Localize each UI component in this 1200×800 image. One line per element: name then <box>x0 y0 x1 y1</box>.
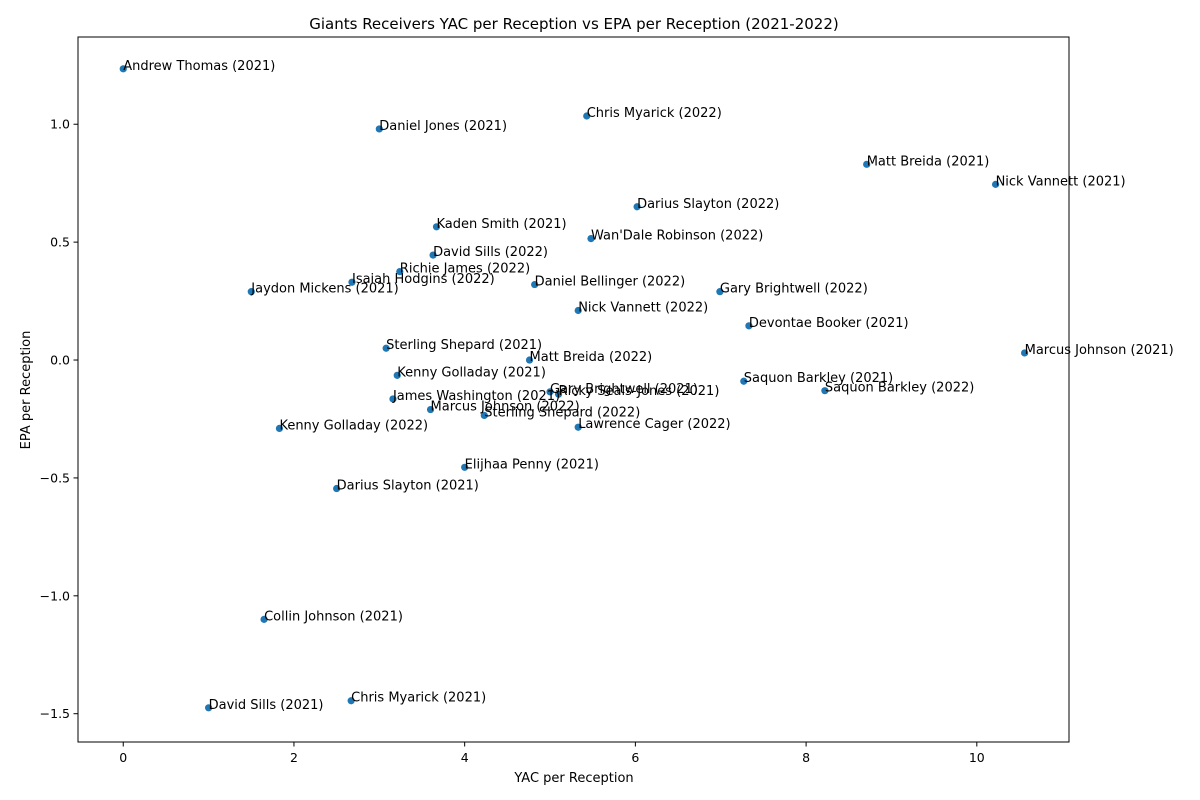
data-point <box>574 306 582 315</box>
data-point-label: Saquon Barkley (2021) <box>744 371 893 386</box>
data-point-label: Daniel Jones (2021) <box>379 119 507 134</box>
data-point <box>574 423 582 431</box>
data-point <box>583 112 591 120</box>
data-point-label: Gary Brightwell (2021) <box>550 382 698 397</box>
data-point-label: Richie James (2022) <box>400 262 530 277</box>
data-point-label: Saquon Barkley (2022) <box>825 381 974 396</box>
data-point-label: David Sills (2021) <box>209 698 324 713</box>
data-point <box>119 65 127 73</box>
data-point-label: Marcus Johnson (2022) <box>431 400 580 415</box>
data-point-label: Andrew Thomas (2021) <box>123 59 275 74</box>
data-points <box>119 65 1029 712</box>
x-tick-label: 2 <box>290 750 298 765</box>
data-point <box>393 371 401 379</box>
data-point <box>432 223 441 231</box>
y-tick-label: 1.0 <box>50 117 70 132</box>
x-tick-label: 0 <box>119 750 127 765</box>
data-point <box>740 377 748 385</box>
data-point <box>333 484 341 493</box>
y-tick-label: −1.5 <box>40 706 70 721</box>
y-tick-label: −1.0 <box>40 588 70 603</box>
data-point <box>375 125 383 133</box>
data-point-label: Darius Slayton (2021) <box>337 479 479 494</box>
data-point <box>633 203 641 211</box>
x-tick-label: 6 <box>631 750 639 765</box>
x-tick-label: 8 <box>802 750 810 765</box>
data-point <box>863 160 871 168</box>
data-point <box>745 322 753 330</box>
data-point <box>247 288 255 296</box>
data-point <box>426 405 435 414</box>
data-point-label: Gary Brightwell (2022) <box>720 282 868 297</box>
data-point <box>461 463 469 471</box>
data-point-label: Wan'Dale Robinson (2022) <box>591 229 763 244</box>
data-point-label: David Sills (2022) <box>433 245 548 260</box>
data-point-label: Lawrence Cager (2022) <box>578 417 730 432</box>
y-tick-label: −0.5 <box>40 470 70 485</box>
data-point <box>716 288 724 296</box>
data-point <box>821 387 829 395</box>
data-point <box>991 180 1000 188</box>
data-point-label: Elijhaa Penny (2021) <box>465 457 599 472</box>
data-point-label: Darius Slayton (2022) <box>637 197 779 212</box>
axis-ticks: 0 2 4 6 8 10 −1.5 −1.0 −0.5 0.0 0.5 1.0 <box>40 117 985 765</box>
point-labels: Andrew Thomas (2021) Chris Myarick (2022)… <box>123 59 1174 713</box>
data-point <box>587 234 595 243</box>
data-point-label: Marcus Johnson (2021) <box>1025 343 1174 358</box>
data-point <box>531 280 539 289</box>
chart-title: Giants Receivers YAC per Reception vs EP… <box>309 15 839 33</box>
x-tick-label: 10 <box>969 750 985 765</box>
data-point <box>554 390 563 398</box>
data-point-label: Matt Breida (2022) <box>530 350 653 365</box>
data-point-label: Chris Myarick (2021) <box>351 691 486 706</box>
data-point <box>396 268 404 276</box>
data-point <box>348 278 356 286</box>
y-tick-label: 0.5 <box>50 235 70 250</box>
data-point-label: Nick Vannett (2021) <box>996 174 1126 189</box>
data-point <box>275 424 284 433</box>
x-axis-label: YAC per Reception <box>513 771 633 786</box>
data-point-label: Kenny Golladay (2021) <box>397 365 546 380</box>
data-point <box>480 411 488 420</box>
data-point-label: Collin Johnson (2021) <box>264 609 403 624</box>
data-point-label: Isaiah Hodgins (2022) <box>352 272 495 287</box>
x-tick-label: 4 <box>461 750 469 765</box>
data-point <box>204 704 213 712</box>
data-point <box>546 388 554 396</box>
y-axis-label: EPA per Reception <box>19 331 34 450</box>
data-point <box>260 615 268 623</box>
data-point-label: Matt Breida (2021) <box>867 154 990 169</box>
data-point <box>525 356 534 364</box>
data-point-label: Chris Myarick (2022) <box>587 106 722 121</box>
data-point-label: Devontae Booker (2021) <box>749 316 909 331</box>
data-point-label: Jaydon Mickens (2021) <box>250 282 398 297</box>
y-tick-label: 0.0 <box>50 353 70 368</box>
plot-frame <box>77 36 1070 743</box>
data-point-label: Ricky Seals-Jones (2021) <box>559 384 720 399</box>
data-point <box>347 697 355 705</box>
data-point-label: Sterling Shepard (2021) <box>386 338 542 353</box>
data-point <box>1021 349 1029 357</box>
data-point-label: Daniel Bellinger (2022) <box>535 275 686 290</box>
data-point-label: Kenny Golladay (2022) <box>279 418 428 433</box>
data-point <box>382 344 390 352</box>
data-point-label: James Washington (2021) <box>392 389 560 404</box>
data-point <box>429 251 437 259</box>
data-point-label: Kaden Smith (2021) <box>437 217 567 232</box>
data-point <box>389 395 397 403</box>
data-point-label: Nick Vannett (2022) <box>578 301 708 316</box>
data-point-label: Sterling Shepard (2022) <box>484 405 640 420</box>
